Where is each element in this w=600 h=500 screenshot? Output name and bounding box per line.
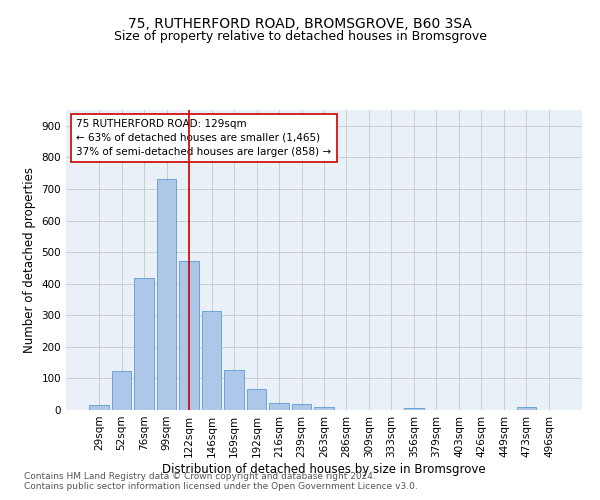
Bar <box>157 180 176 410</box>
Text: 75, RUTHERFORD ROAD, BROMSGROVE, B60 3SA: 75, RUTHERFORD ROAD, BROMSGROVE, B60 3SA <box>128 18 472 32</box>
Bar <box>292 404 311 410</box>
Bar <box>224 370 244 410</box>
Bar <box>89 404 109 410</box>
Bar <box>112 372 131 410</box>
Bar <box>314 407 334 410</box>
Bar <box>517 408 536 410</box>
Text: Contains public sector information licensed under the Open Government Licence v3: Contains public sector information licen… <box>24 482 418 491</box>
Bar <box>134 278 154 410</box>
X-axis label: Distribution of detached houses by size in Bromsgrove: Distribution of detached houses by size … <box>162 462 486 475</box>
Text: Contains HM Land Registry data © Crown copyright and database right 2024.: Contains HM Land Registry data © Crown c… <box>24 472 376 481</box>
Bar <box>269 402 289 410</box>
Bar <box>179 260 199 410</box>
Bar <box>202 310 221 410</box>
Bar <box>404 408 424 410</box>
Y-axis label: Number of detached properties: Number of detached properties <box>23 167 36 353</box>
Text: Size of property relative to detached houses in Bromsgrove: Size of property relative to detached ho… <box>113 30 487 43</box>
Bar <box>247 390 266 410</box>
Text: 75 RUTHERFORD ROAD: 129sqm
← 63% of detached houses are smaller (1,465)
37% of s: 75 RUTHERFORD ROAD: 129sqm ← 63% of deta… <box>76 119 331 157</box>
